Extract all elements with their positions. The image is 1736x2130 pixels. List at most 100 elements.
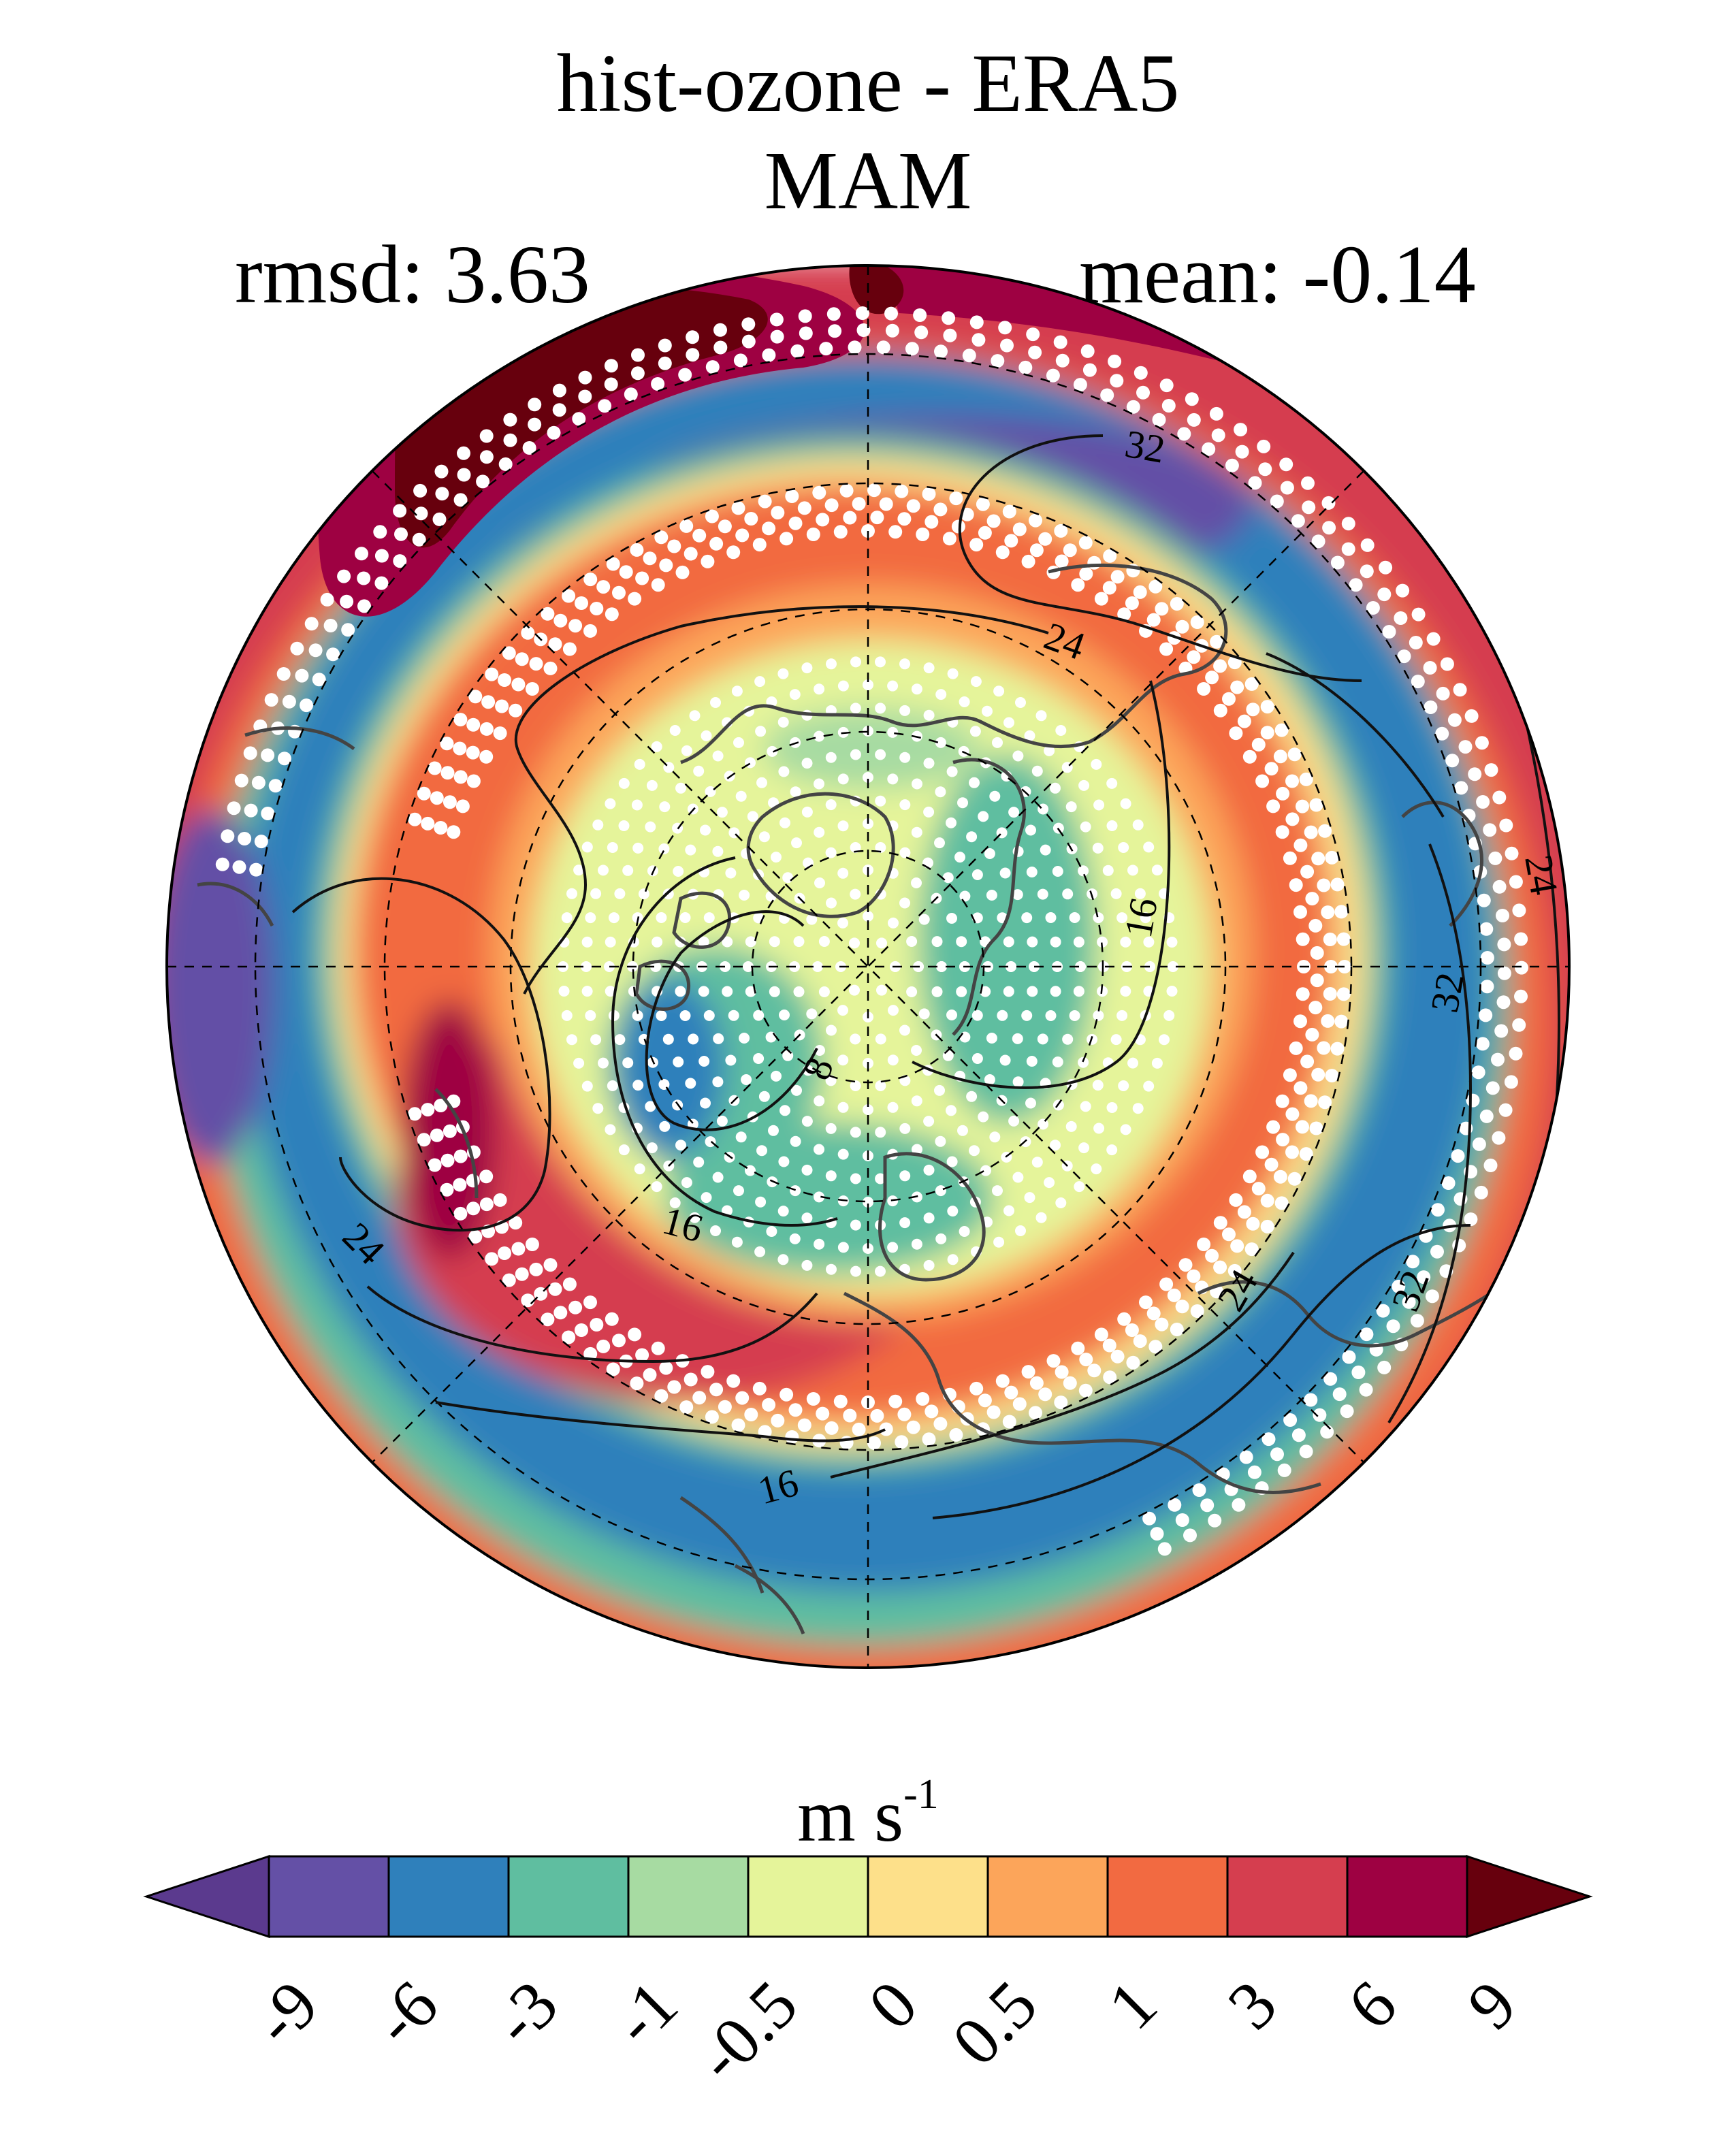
- stipple-dot: [651, 377, 665, 391]
- stipple-dot: [393, 504, 407, 518]
- meridian-diagonal-1: [372, 470, 1364, 1463]
- stipple-dot: [1309, 1121, 1323, 1135]
- stipple-dot: [1277, 1463, 1291, 1477]
- stipple-dot: [1062, 1033, 1074, 1045]
- stipple-dot: [634, 758, 645, 770]
- stipple-dot: [957, 797, 968, 809]
- stipple-dot: [850, 1033, 861, 1045]
- stipple-dot: [1334, 905, 1349, 919]
- stipple-dot: [959, 890, 971, 902]
- coastline-pacific-asia: [1401, 801, 1483, 927]
- stipple-dot: [923, 1116, 935, 1127]
- stipple-dot: [1504, 1075, 1518, 1089]
- stipple-dot: [282, 694, 296, 709]
- stipple-dot: [1514, 932, 1528, 946]
- stipple-dot: [992, 737, 1003, 748]
- stipple-dot: [493, 726, 507, 741]
- stipple-dot: [790, 344, 805, 358]
- stipple-dot: [1264, 762, 1279, 776]
- stipple-dot: [552, 383, 566, 398]
- stipple-dot: [1055, 554, 1069, 568]
- stipple-dot: [1509, 875, 1523, 889]
- stipple-dot: [1468, 767, 1482, 781]
- stipple-dot: [1296, 799, 1309, 813]
- stipple-dot: [1100, 388, 1114, 402]
- stipple-dot: [899, 1170, 911, 1182]
- stipple-dot: [1451, 1149, 1465, 1163]
- stipple-dot: [1376, 1304, 1390, 1318]
- stipple-dot: [1168, 1498, 1182, 1512]
- stipple-dot: [1410, 1314, 1424, 1328]
- central-blue-west: [616, 980, 725, 1157]
- stipple-dot: [947, 668, 959, 679]
- stipple-dot: [1479, 1008, 1493, 1022]
- stipple-dot: [1273, 1169, 1287, 1184]
- stipple-dot: [837, 1101, 849, 1113]
- stipple-dot: [1311, 534, 1325, 549]
- stipple-dot: [440, 737, 454, 751]
- stipple-dot: [1116, 1010, 1128, 1021]
- stipple-dot: [947, 1254, 959, 1265]
- stipple-dot: [753, 1053, 765, 1064]
- stipple-dot: [1260, 1193, 1274, 1208]
- stipple-dot: [935, 1233, 947, 1244]
- stipple-dot: [583, 624, 597, 638]
- stipple-dot: [1094, 592, 1108, 606]
- stipple-dot: [1166, 937, 1178, 948]
- stipple-dot: [675, 986, 686, 997]
- units-base: m s: [797, 1774, 904, 1857]
- stipple-dot: [678, 368, 692, 382]
- stipple-dot: [541, 607, 555, 621]
- stipple-dot: [1230, 680, 1244, 694]
- stipple-dot: [485, 1252, 499, 1266]
- stipple-dot: [935, 737, 946, 748]
- stipple-dot: [1106, 777, 1118, 789]
- stipple-dot: [1021, 1365, 1035, 1379]
- stipple-dot: [1146, 613, 1161, 627]
- stipple-dot: [1161, 399, 1176, 413]
- stipple-dot: [596, 1339, 611, 1353]
- stipple-dot: [1311, 1067, 1325, 1082]
- stipple-dot: [887, 1054, 899, 1066]
- stipple-dot: [700, 1097, 711, 1109]
- stipple-dot: [935, 786, 946, 798]
- stipple-dot: [1330, 555, 1345, 570]
- stipple-dot: [1270, 494, 1284, 509]
- stipple-dot: [754, 1246, 766, 1257]
- stipple-dot: [605, 1312, 619, 1326]
- stipple-dot: [614, 1034, 626, 1046]
- stipple-dot: [1091, 758, 1102, 770]
- stipple-dot: [1071, 578, 1085, 592]
- stipple-dot: [863, 1104, 873, 1115]
- coastline-asia-east: [1197, 1265, 1526, 1348]
- stipple-dot: [1073, 986, 1084, 997]
- stipple-dot: [718, 1400, 732, 1414]
- stipple-dot: [698, 936, 709, 948]
- stipple-dot: [1222, 1227, 1236, 1242]
- stipple-dot: [1330, 877, 1345, 892]
- stipple-dot: [799, 326, 813, 340]
- stipple-dot: [548, 1282, 562, 1296]
- stipple-dot: [1417, 1270, 1431, 1285]
- stipple-dot: [290, 641, 304, 656]
- stipple-dot: [440, 1153, 455, 1167]
- stipple-dot: [1040, 844, 1051, 856]
- stipple-dot: [789, 689, 801, 700]
- stipple-dot: [1071, 1341, 1085, 1355]
- stipple-dot: [899, 752, 911, 763]
- stipple-dot: [1050, 1140, 1061, 1151]
- stipple-dot: [1065, 801, 1077, 813]
- stipple-dot: [814, 730, 825, 742]
- stipple-dot: [417, 1133, 431, 1147]
- stipple-dot: [631, 799, 643, 811]
- stipple-dot: [946, 1105, 957, 1116]
- stipple-dot: [466, 717, 481, 732]
- stipple-dot: [888, 1005, 899, 1016]
- stipple-dot: [1237, 1205, 1251, 1219]
- stipple-dot: [942, 872, 954, 884]
- stipple-dot: [770, 329, 784, 344]
- stipple-dot: [875, 795, 886, 807]
- stipple-dot: [1234, 423, 1248, 437]
- stipple-dot: [1483, 823, 1497, 837]
- stipple-dot: [989, 1131, 1001, 1143]
